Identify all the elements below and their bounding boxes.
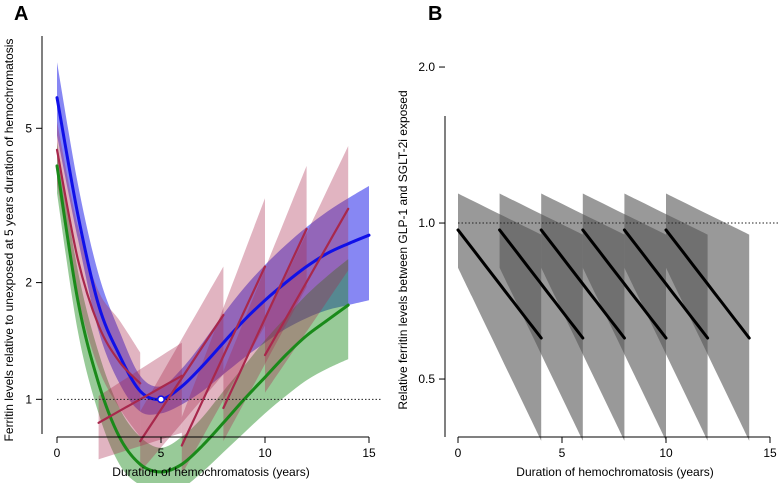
panel-a: A 0 5 10 15 1 2 5 Duration of hemochromatosis… [2, 3, 382, 488]
panel-a-band-start-4y [140, 266, 224, 472]
panel-b-line-start-8y [622, 228, 710, 340]
panel-a-x-tick-label: 5 [158, 446, 165, 460]
panel-a-reference-marker [157, 395, 165, 404]
panel-b-letter: B [428, 3, 442, 25]
panel-a-line-unexposed [55, 96, 371, 401]
panel-b-line-start-4y [539, 228, 626, 340]
panel-a-line-start-10y [263, 207, 350, 357]
panel-a-band-exposed [57, 142, 349, 488]
panel-a-line-exposed [55, 164, 350, 474]
panel-b: B 0 5 10 15 0.5 1.0 2.0 Duration of hemochrom… [396, 3, 780, 479]
panel-b-y-tick-label: 2.0 [418, 60, 435, 74]
panel-b-lines [456, 228, 751, 340]
panel-b-x-tick-label: 10 [659, 446, 673, 460]
panel-a-y-tick-label: 5 [25, 121, 32, 135]
panel-a-band-start-6y [181, 198, 265, 475]
panel-a-band-start-10y [265, 146, 349, 393]
panel-b-x-tick-label: 0 [455, 446, 462, 460]
panel-a-line-start-0y [55, 148, 142, 385]
panel-a-band-start-2y [98, 342, 182, 460]
panel-a-line-start-2y [97, 374, 183, 424]
panel-a-x-tick-label: 0 [54, 446, 61, 460]
panel-a-x-tick-label: 10 [258, 446, 272, 460]
panel-a-band-start-8y [223, 165, 307, 442]
panel-a-line-start-6y [180, 265, 267, 447]
panel-b-x-ticks: 0 5 10 15 [455, 437, 777, 460]
panel-a-x-tick-label: 15 [362, 446, 376, 460]
panel-b-x-tick-label: 15 [763, 446, 777, 460]
panel-b-line-start-0y [456, 228, 543, 340]
panel-b-y-ticks: 0.5 1.0 2.0 [418, 60, 445, 386]
panel-a-line-start-8y [222, 227, 308, 410]
panel-a-x-axis-title: Duration of hemochromatosis (years) [112, 465, 309, 479]
panel-a-lines [55, 96, 371, 474]
panel-b-y-tick-label: 0.5 [418, 372, 435, 386]
panel-a-y-tick-label: 1 [25, 392, 32, 406]
panel-b-y-tick-label: 1.0 [418, 216, 435, 230]
panel-b-y-axis-title: Relative ferritin levels between GLP-1 a… [396, 90, 410, 409]
panel-a-letter: A [14, 3, 28, 25]
panel-a-band-unexposed [57, 62, 369, 415]
panel-a-y-axis-title: Ferritin levels relative to unexposed at… [2, 39, 16, 442]
panel-a-marker-layer [157, 395, 165, 404]
panel-b-line-start-10y [664, 228, 751, 340]
panel-b-line-start-6y [581, 228, 668, 340]
panel-b-x-tick-label: 5 [559, 446, 566, 460]
panel-a-y-ticks: 1 2 5 [25, 121, 42, 406]
panel-a-x-ticks: 0 5 10 15 [54, 437, 376, 460]
panel-b-x-axis-title: Duration of hemochromatosis (years) [516, 465, 713, 479]
panel-a-y-tick-label: 2 [25, 276, 32, 290]
panel-b-line-start-2y [498, 228, 585, 340]
panel-a-line-start-4y [139, 313, 225, 443]
